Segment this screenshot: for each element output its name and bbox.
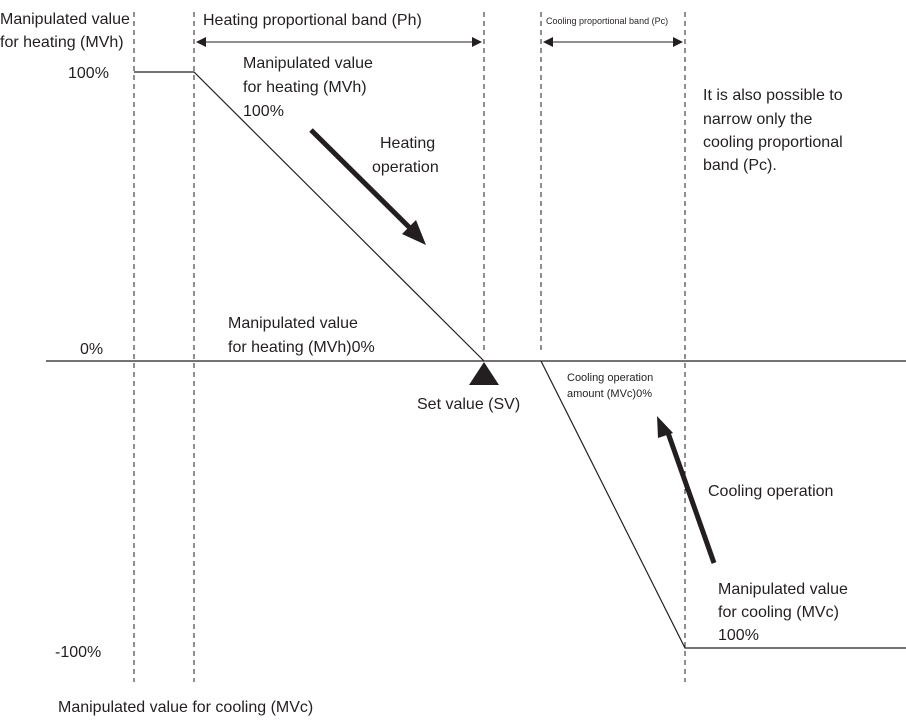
mvh-0-label-line1: Manipulated value <box>228 315 358 332</box>
heating-operation-arrowhead <box>402 220 426 245</box>
mvc-100-label-line2: for cooling (MVc) <box>718 604 839 621</box>
note-label-line2: narrow only the <box>703 111 812 128</box>
note-label-line4: band (Pc). <box>703 157 777 174</box>
cooling-operation-arrow <box>664 429 717 564</box>
tick-label-100: 100% <box>68 65 109 82</box>
mvc-100-label-line3: 100% <box>718 627 759 644</box>
heating-operation-label-line1: Heating <box>380 135 435 152</box>
cooling-band-label: Cooling proportional band (Pc) <box>546 16 668 26</box>
y-axis-top-label-line1: Manipulated value <box>0 11 130 28</box>
mvh-100-label-line3: 100% <box>243 103 284 120</box>
cooling-operation-label: Cooling operation <box>708 483 833 500</box>
heating-band-label: Heating proportional band (Ph) <box>203 12 422 29</box>
cooling-curve <box>540 360 906 649</box>
cooling-operation-arrowhead <box>657 416 673 438</box>
set-value-label: Set value (SV) <box>417 396 520 413</box>
cooling-amount-label-line2: amount (MVc)0% <box>567 388 652 400</box>
heating-operation-arrow <box>309 128 416 234</box>
mvh-100-label-line1: Manipulated value <box>243 55 373 72</box>
y-axis-top-label-line2: for heating (MVh) <box>0 34 124 51</box>
cooling-amount-label-line1: Cooling operation <box>567 372 653 384</box>
note-label-line1: It is also possible to <box>703 87 843 104</box>
mvh-100-label-line2: for heating (MVh) <box>243 79 367 96</box>
mvh-0-label-line2: for heating (MVh)0% <box>228 339 375 356</box>
heating-curve <box>134 71 485 362</box>
mvc-100-label-line1: Manipulated value <box>718 581 848 598</box>
note-label-line3: cooling proportional <box>703 134 843 151</box>
y-axis-bottom-label: Manipulated value for cooling (MVc) <box>58 699 313 716</box>
tick-label-0: 0% <box>80 341 103 358</box>
tick-label-minus-100: -100% <box>55 644 101 661</box>
heating-operation-label-line2: operation <box>372 159 439 176</box>
set-value-marker <box>469 362 499 385</box>
